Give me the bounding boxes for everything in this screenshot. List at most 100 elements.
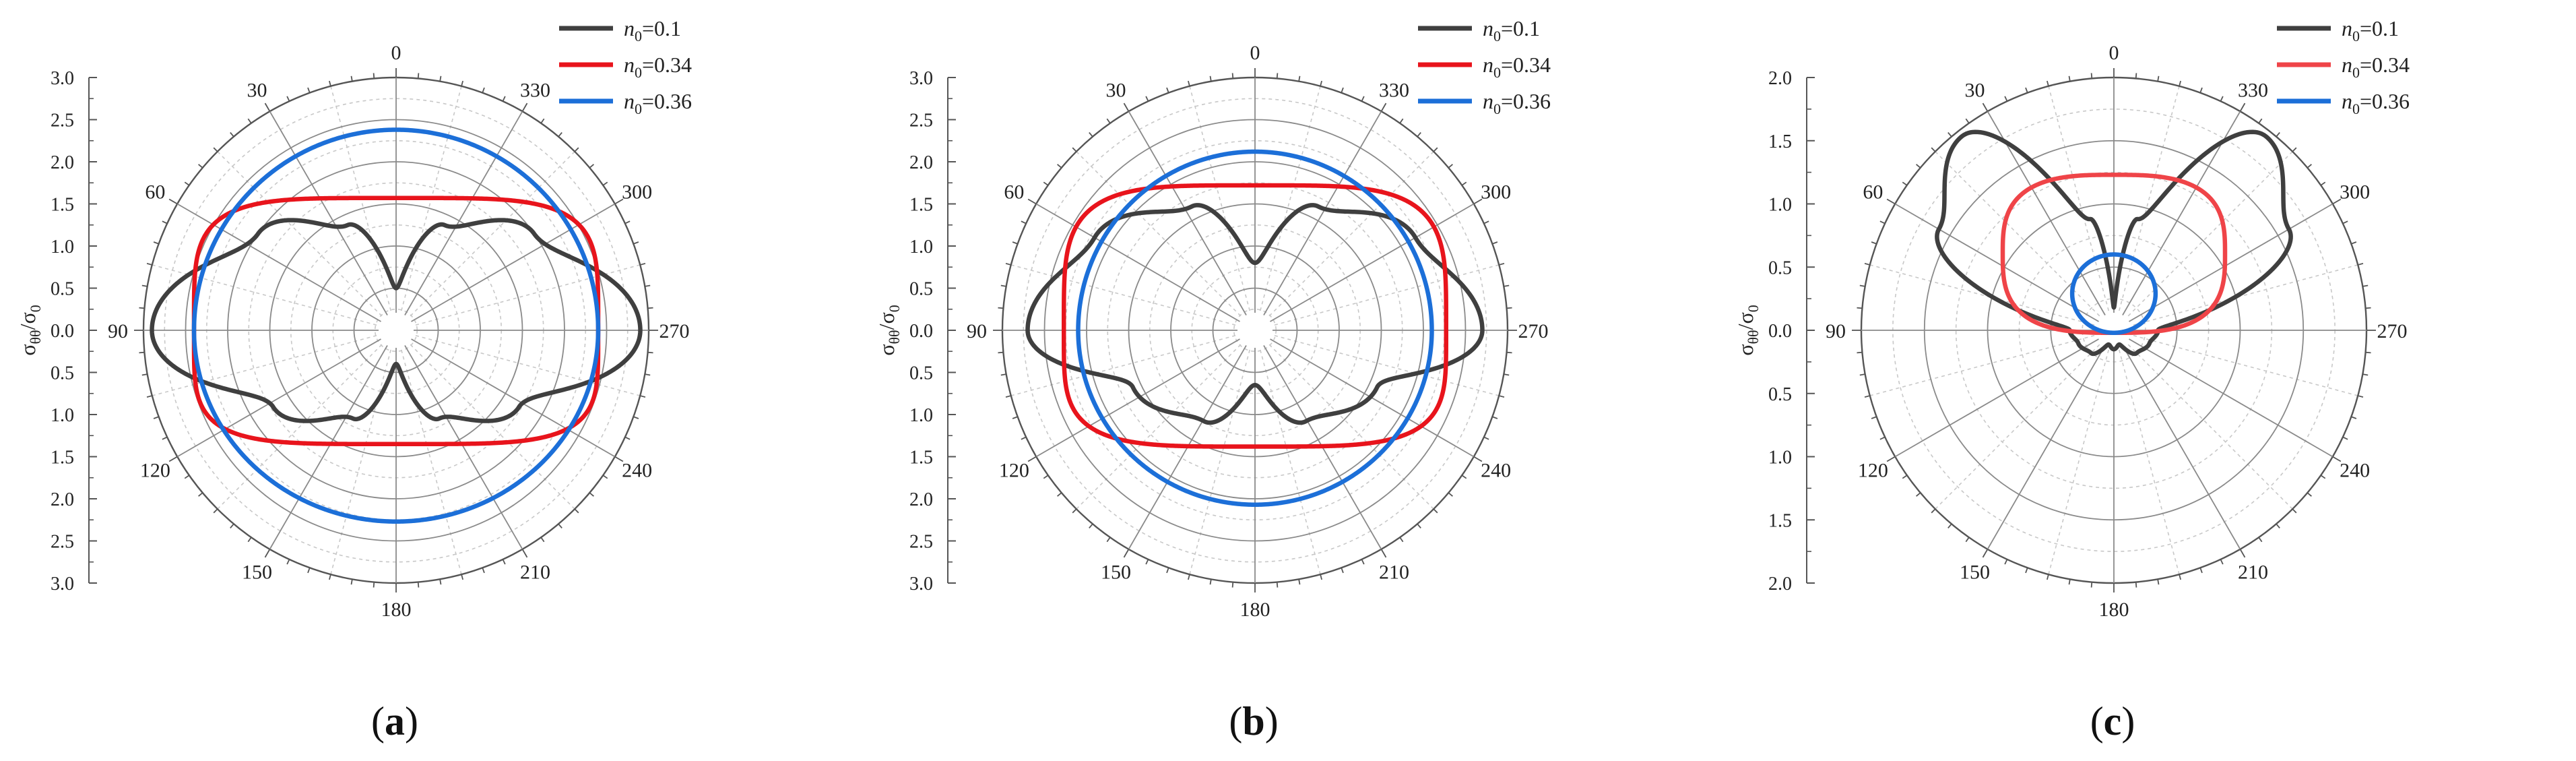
angle-tick-mark [1886, 198, 1896, 205]
major-spoke [395, 330, 616, 458]
angle-tick-mark [1166, 568, 1169, 574]
radial-tick-label: 0.0 [1768, 321, 1792, 342]
angle-tick-mark [1498, 395, 1505, 398]
angle-tick-mark [540, 537, 545, 543]
angle-tick-label: 90 [108, 320, 128, 342]
minor-spoke [1935, 330, 2115, 510]
angle-tick-mark [1931, 147, 1936, 152]
angle-tick-mark [2179, 574, 2181, 580]
angle-tick-label: 30 [1965, 79, 1985, 101]
panel-label-paren: ) [2121, 699, 2135, 743]
major-spoke [1035, 330, 1256, 458]
angle-tick-mark [2239, 102, 2246, 112]
major-spoke [2113, 111, 2241, 331]
angle-tick-mark [639, 263, 646, 266]
angle-tick-mark [1417, 132, 1421, 138]
minor-spoke [1869, 264, 2115, 331]
angle-tick-mark [1859, 373, 1865, 376]
angle-tick-mark [589, 164, 594, 169]
angle-tick-mark [558, 132, 562, 138]
angle-tick-mark [1209, 579, 1212, 585]
angle-tick-mark [1498, 263, 1505, 266]
angle-tick-mark [2025, 568, 2028, 574]
radial-axis: 3.0 2.5 2.0 1.5 1.0 0.5 0.0 0.5 1.0 1.5 2.0 2.5 3.0 [909, 68, 956, 595]
legend-subscript: 0 [1493, 64, 1501, 81]
legend-var: n [1483, 89, 1493, 113]
angle-tick-mark [162, 220, 168, 224]
legend-value: =0.1 [2360, 16, 2399, 40]
angle-tick-mark [230, 523, 234, 528]
angle-tick-mark [2199, 568, 2203, 574]
radial-tick-label: 3.0 [51, 68, 74, 89]
angle-tick-mark [1188, 80, 1190, 87]
angle-tick-mark [645, 373, 651, 376]
legend-label: n0=0.36 [2342, 89, 2410, 117]
angle-tick-mark [168, 198, 178, 205]
angle-tick-mark [645, 284, 651, 287]
angle-tick-mark [230, 132, 234, 138]
angle-tick-label: 270 [659, 320, 690, 342]
panel-b: 0 30 60 90 120 150 180 210 240 270 300 330 3.0 2.5 2.0… [859, 0, 1717, 761]
angle-tick-mark [264, 102, 271, 112]
angle-tick-mark [633, 241, 639, 245]
angle-tick-mark [1145, 96, 1149, 102]
radial-tick-label: 0.5 [909, 279, 933, 300]
angle-tick-mark [286, 559, 290, 565]
y-axis-label: σθθ/σ0 [15, 305, 44, 355]
angle-tick-mark [502, 559, 506, 565]
radial-tick-label: 2.5 [909, 111, 933, 131]
angle-tick-mark [589, 492, 594, 497]
angle-tick-label: 240 [622, 460, 652, 482]
angle-tick-mark [602, 181, 608, 186]
angle-tick-mark [2220, 559, 2224, 565]
radial-tick-label: 1.5 [51, 448, 74, 468]
series-line-2 [191, 127, 601, 524]
panel-label-letter: a [385, 699, 405, 743]
radial-tick-label: 2.0 [51, 489, 74, 510]
angle-tick-label: 300 [2340, 181, 2370, 204]
angle-tick-label: 60 [145, 181, 165, 204]
major-spoke [176, 203, 397, 331]
angle-tick-mark [614, 198, 624, 205]
major-spoke [1987, 111, 2115, 331]
panel-label-paren: ( [2090, 699, 2104, 743]
angle-tick-label: 150 [1960, 561, 1990, 584]
legend-label: n0=0.36 [624, 89, 692, 117]
panel-label-letter: b [1242, 699, 1264, 743]
angle-tick-mark [1902, 475, 1908, 479]
angle-tick-label: 0 [1250, 42, 1260, 64]
angle-tick-mark [1021, 220, 1027, 224]
radial-tick-label: 1.0 [51, 237, 74, 257]
major-spoke [1035, 203, 1256, 331]
angle-tick-mark [2351, 241, 2357, 245]
minor-spoke [2113, 264, 2358, 331]
ylabel-subscript: θθ [1745, 330, 1762, 344]
angle-tick-mark [1965, 118, 1970, 124]
major-spoke [1128, 330, 1256, 550]
angle-tick-mark [247, 118, 252, 124]
angle-tick-mark [329, 574, 331, 580]
angle-tick-mark [146, 395, 153, 398]
angle-tick-mark [141, 373, 148, 376]
angle-tick-mark [373, 73, 375, 79]
angle-tick-mark [153, 241, 159, 245]
angle-tick-label: 210 [520, 561, 550, 584]
radial-tick-label: 0.5 [51, 363, 74, 384]
legend-var: n [1483, 53, 1493, 77]
angle-tick-mark [1879, 220, 1886, 224]
angle-tick-mark [502, 96, 506, 102]
angle-tick-mark [2362, 373, 2369, 376]
ylabel-slash: /σ [15, 312, 40, 330]
angle-tick-mark [139, 307, 145, 309]
angle-tick-mark [1965, 537, 1970, 543]
angle-tick-mark [1931, 508, 1936, 514]
radial-tick-label: 2.0 [909, 152, 933, 173]
radial-axis: 3.0 2.5 2.0 1.5 1.0 0.5 0.0 0.5 1.0 1.5 2.0 2.5 3.0 [51, 68, 97, 595]
angle-tick-mark [521, 102, 528, 112]
angle-labels: 0 30 60 90 120 150 180 210 240 270 300 330 [108, 42, 690, 621]
legend-var: n [2342, 89, 2352, 113]
radial-tick-label: 0.5 [1768, 257, 1792, 278]
ylabel-sigma: σ [1733, 344, 1758, 355]
minor-spoke [2113, 330, 2293, 510]
radial-tick-label: 2.5 [909, 532, 933, 553]
